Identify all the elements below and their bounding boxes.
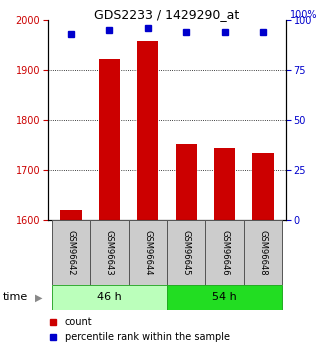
Bar: [167, 220, 205, 285]
Bar: [244, 220, 282, 285]
Bar: [205, 220, 244, 285]
Bar: [176, 144, 197, 220]
Text: ▶: ▶: [35, 293, 42, 303]
Text: 100%: 100%: [290, 10, 318, 20]
Text: GSM96645: GSM96645: [182, 230, 191, 275]
Bar: [214, 148, 235, 220]
Bar: [137, 41, 158, 220]
Text: time: time: [3, 293, 29, 303]
Text: GSM96642: GSM96642: [66, 230, 75, 275]
Text: GDS2233 / 1429290_at: GDS2233 / 1429290_at: [94, 8, 239, 21]
Text: percentile rank within the sample: percentile rank within the sample: [65, 332, 230, 342]
Text: 54 h: 54 h: [212, 293, 237, 303]
Bar: [129, 220, 167, 285]
Text: 46 h: 46 h: [97, 293, 122, 303]
Text: GSM96646: GSM96646: [220, 230, 229, 275]
Bar: [52, 285, 167, 310]
Text: count: count: [65, 317, 92, 327]
Bar: [167, 285, 282, 310]
Bar: [252, 152, 273, 220]
Bar: [90, 220, 129, 285]
Text: GSM96643: GSM96643: [105, 230, 114, 275]
Text: GSM96648: GSM96648: [258, 230, 267, 275]
Bar: [99, 59, 120, 220]
Bar: [60, 210, 82, 220]
Bar: [52, 220, 90, 285]
Text: GSM96644: GSM96644: [143, 230, 152, 275]
